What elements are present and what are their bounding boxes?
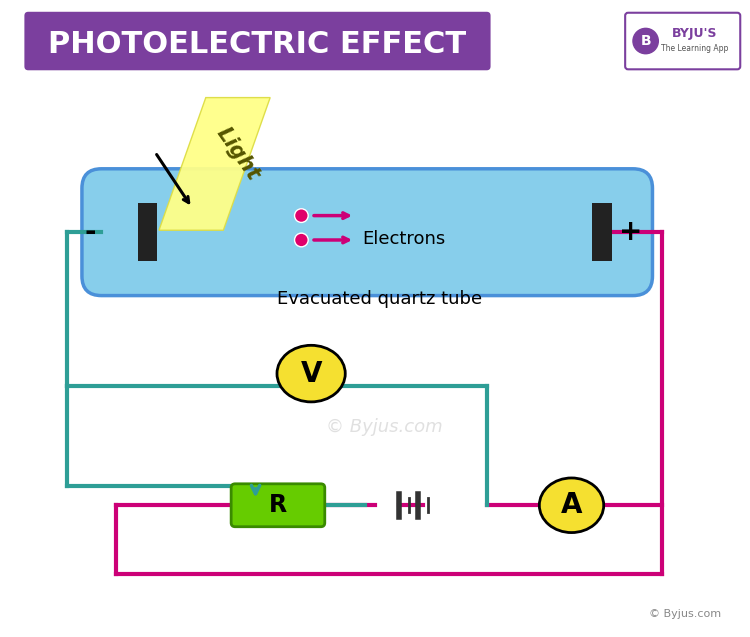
Bar [137, 203, 157, 261]
Text: Light: Light [212, 124, 263, 185]
Text: R: R [269, 493, 287, 517]
Text: PHOTOELECTRIC EFFECT: PHOTOELECTRIC EFFECT [49, 31, 466, 59]
FancyBboxPatch shape [626, 13, 740, 69]
Text: +: + [620, 218, 643, 246]
Text: -: - [85, 218, 97, 246]
Polygon shape [159, 97, 270, 230]
Text: Electrons: Electrons [362, 230, 445, 248]
FancyBboxPatch shape [82, 169, 652, 296]
Text: A: A [561, 491, 582, 519]
Text: BYJU'S: BYJU'S [672, 27, 717, 39]
Text: V: V [300, 360, 322, 387]
Text: © Byjus.com: © Byjus.com [649, 610, 721, 620]
Ellipse shape [539, 478, 604, 533]
Circle shape [633, 29, 658, 54]
FancyBboxPatch shape [231, 484, 325, 527]
Text: The Learning App: The Learning App [661, 45, 728, 54]
Circle shape [295, 209, 308, 222]
Circle shape [295, 233, 308, 247]
Ellipse shape [277, 345, 345, 402]
Text: B: B [640, 34, 651, 48]
Text: © Byjus.com: © Byjus.com [326, 419, 442, 436]
Text: Evacuated quartz tube: Evacuated quartz tube [277, 289, 482, 308]
FancyBboxPatch shape [25, 11, 490, 70]
Bar [592, 203, 611, 261]
